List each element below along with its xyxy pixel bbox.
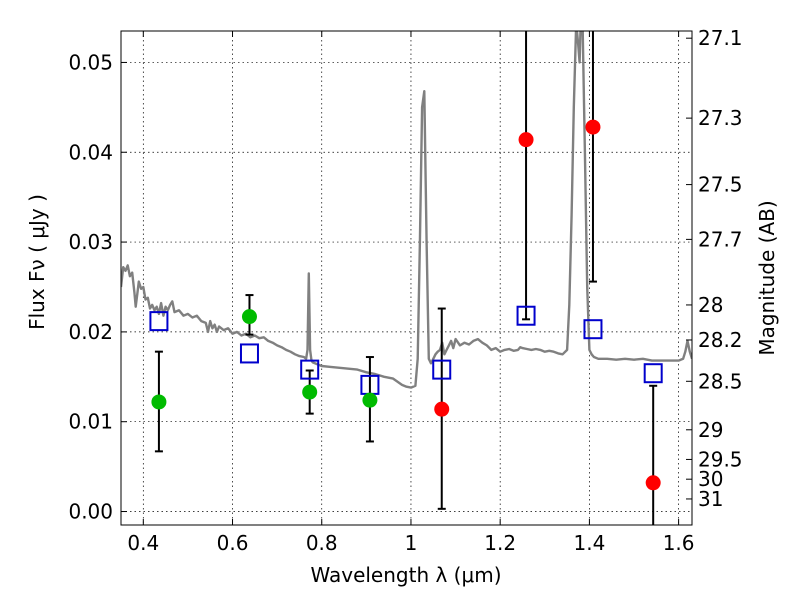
model-flux-square: [149, 311, 169, 332]
observed-flux-point: [302, 384, 318, 400]
x-tick-label: 1.2: [484, 531, 516, 555]
spectrum-line: [121, 31, 692, 389]
model-flux-square: [516, 305, 536, 326]
right-tick-label: 27.1: [698, 26, 743, 50]
right-tick-label: 27.5: [698, 173, 743, 197]
right-tick-label: 27.7: [698, 227, 743, 251]
x-axis-title: Wavelength λ (μm): [310, 563, 501, 587]
x-tick-label: 1: [405, 531, 418, 555]
right-tick-label: 31: [698, 487, 723, 511]
tick-labels: 0.4 0.6 0.8 1 1.2 1.4 1.6 0.00 0.01 0.02 0.03 0.04 0…: [68, 26, 742, 555]
observed-flux-point: [585, 119, 601, 135]
model-spectrum: [121, 31, 692, 389]
x-tick-label: 0.4: [127, 531, 159, 555]
model-flux-square: [432, 359, 452, 380]
error-bars: [154, 31, 658, 525]
y-tick-label: 0.01: [68, 410, 113, 434]
observed-flux-point: [518, 132, 534, 148]
model-flux-square: [300, 359, 320, 380]
grid: [121, 31, 692, 525]
observed-flux-point: [434, 401, 450, 417]
x-tick-label: 0.6: [217, 531, 249, 555]
y-axis-title: Flux Fν ( μJy ): [25, 194, 49, 330]
right-tick-label: 29: [698, 418, 723, 442]
y-tick-label: 0.02: [68, 320, 113, 344]
y-tick-label: 0.03: [68, 230, 113, 254]
right-tick-label: 28.2: [698, 328, 743, 352]
observed-flux-point: [241, 309, 257, 325]
right-axis-title: Magnitude (AB): [755, 200, 779, 355]
x-tick-label: 0.8: [306, 531, 338, 555]
right-tick-label: 28: [698, 293, 723, 317]
y-tick-label: 0.00: [68, 500, 113, 524]
observed-flux-point: [151, 394, 167, 410]
model-photometry-markers: [149, 305, 663, 395]
observed-flux-point: [645, 475, 661, 491]
y-tick-label: 0.04: [68, 140, 113, 164]
x-tick-label: 1.4: [573, 531, 605, 555]
y-tick-label: 0.05: [68, 50, 113, 74]
right-tick-label: 27.3: [698, 106, 743, 130]
model-flux-square: [643, 363, 663, 384]
right-tick-label: 29.5: [698, 447, 743, 471]
plot-frame: [120, 30, 693, 526]
observed-photometry-markers: [151, 119, 661, 491]
model-flux-square: [583, 319, 603, 340]
x-tick-label: 1.6: [663, 531, 695, 555]
right-tick-label: 30: [698, 467, 723, 491]
model-flux-square: [239, 343, 259, 364]
observed-flux-point: [362, 392, 378, 408]
right-tick-label: 28.5: [698, 369, 743, 393]
axis-ticks: [121, 31, 692, 525]
